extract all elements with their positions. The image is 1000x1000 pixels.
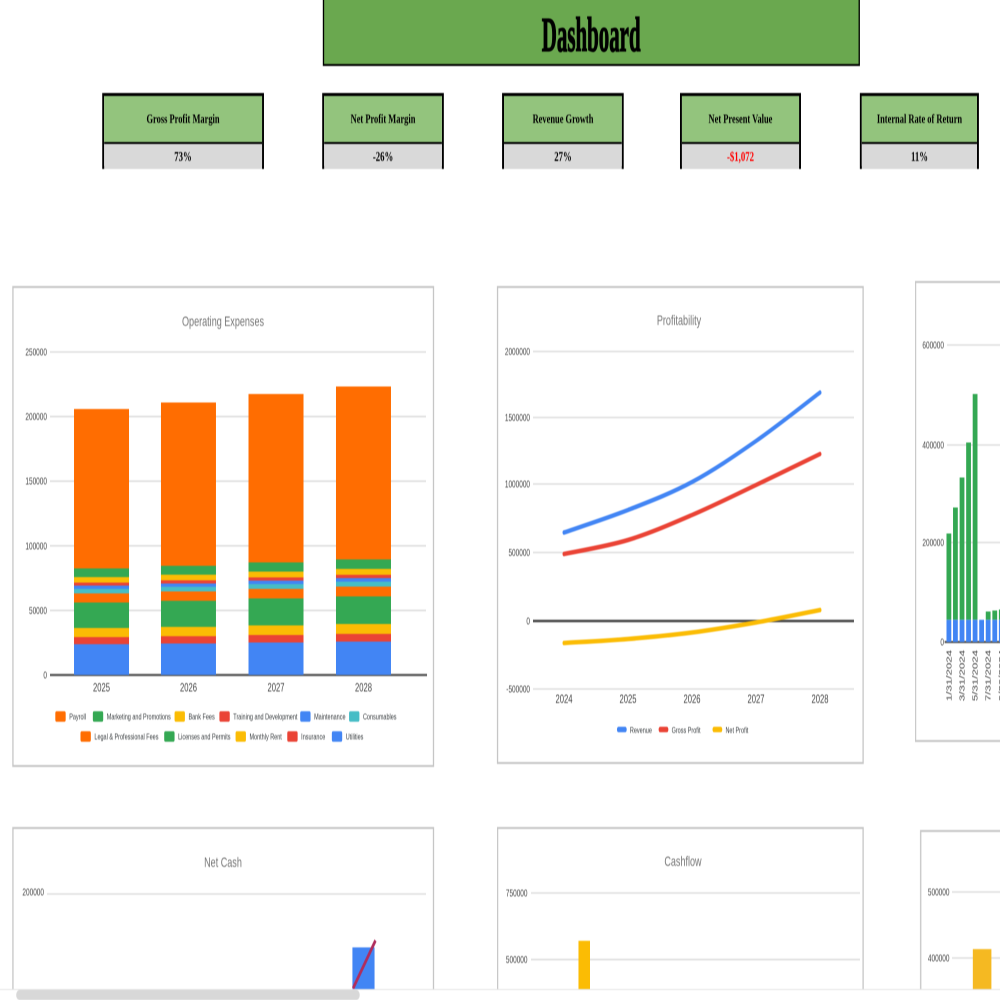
svg-text:Gross Profit: Gross Profit — [672, 726, 701, 735]
svg-text:Operating Expenses: Operating Expenses — [182, 314, 264, 329]
svg-text:Marketing and Promotions: Marketing and Promotions — [107, 713, 171, 722]
svg-text:Payroll: Payroll — [69, 713, 86, 722]
svg-text:2027: 2027 — [748, 694, 765, 707]
svg-text:2028: 2028 — [355, 682, 372, 695]
svg-text:1500000: 1500000 — [505, 412, 530, 424]
svg-text:1000000: 1000000 — [505, 478, 530, 490]
svg-text:0: 0 — [940, 636, 944, 648]
svg-text:Consumables: Consumables — [363, 713, 397, 722]
svg-text:400000: 400000 — [928, 952, 950, 964]
svg-text:Profitability: Profitability — [657, 313, 701, 328]
svg-text:2025: 2025 — [93, 682, 110, 695]
svg-text:Legal & Professional Fees: Legal & Professional Fees — [94, 733, 158, 742]
svg-text:150000: 150000 — [25, 475, 47, 487]
svg-text:3/31/2024: 3/31/2024 — [958, 649, 966, 701]
svg-text:Insurance: Insurance — [301, 733, 325, 742]
svg-text:Bank Fees: Bank Fees — [188, 713, 215, 722]
svg-text:9/30/2024: 9/30/2024 — [998, 649, 1000, 701]
svg-text:1/31/2024: 1/31/2024 — [945, 649, 953, 701]
svg-text:600000: 600000 — [922, 339, 944, 351]
svg-text:7/31/2024: 7/31/2024 — [985, 649, 993, 701]
svg-text:2000000: 2000000 — [505, 346, 530, 358]
svg-text:Cashflow: Cashflow — [664, 854, 702, 869]
svg-text:2026: 2026 — [180, 682, 197, 695]
svg-text:200000: 200000 — [922, 537, 944, 549]
svg-text:5/31/2024: 5/31/2024 — [971, 649, 979, 701]
svg-text:2026: 2026 — [684, 694, 701, 707]
svg-text:2027: 2027 — [268, 682, 285, 695]
svg-text:Licenses and Permits: Licenses and Permits — [178, 733, 231, 742]
svg-text:Training and Development: Training and Development — [233, 713, 297, 722]
svg-text:2028: 2028 — [812, 694, 829, 707]
svg-text:0: 0 — [526, 615, 530, 627]
svg-text:200000: 200000 — [22, 886, 44, 898]
svg-text:500000: 500000 — [506, 953, 528, 965]
svg-text:Monthly Rent: Monthly Rent — [249, 733, 281, 742]
svg-text:2025: 2025 — [619, 694, 636, 707]
svg-text:2024: 2024 — [556, 694, 573, 707]
svg-text:100000: 100000 — [25, 540, 47, 552]
svg-text:Utilities: Utilities — [346, 733, 364, 742]
svg-text:500000: 500000 — [928, 886, 950, 898]
svg-text:Net Profit: Net Profit — [725, 726, 748, 735]
svg-text:-500000: -500000 — [506, 683, 530, 695]
svg-text:750000: 750000 — [506, 887, 528, 899]
svg-text:250000: 250000 — [25, 346, 47, 358]
svg-text:50000: 50000 — [29, 604, 47, 616]
svg-text:400000: 400000 — [922, 439, 944, 451]
svg-text:Net Cash: Net Cash — [204, 855, 242, 870]
svg-text:0: 0 — [43, 669, 47, 681]
svg-text:200000: 200000 — [25, 411, 47, 423]
svg-text:Revenue: Revenue — [630, 726, 652, 735]
svg-text:Maintenance: Maintenance — [314, 713, 345, 722]
svg-text:500000: 500000 — [508, 547, 530, 559]
